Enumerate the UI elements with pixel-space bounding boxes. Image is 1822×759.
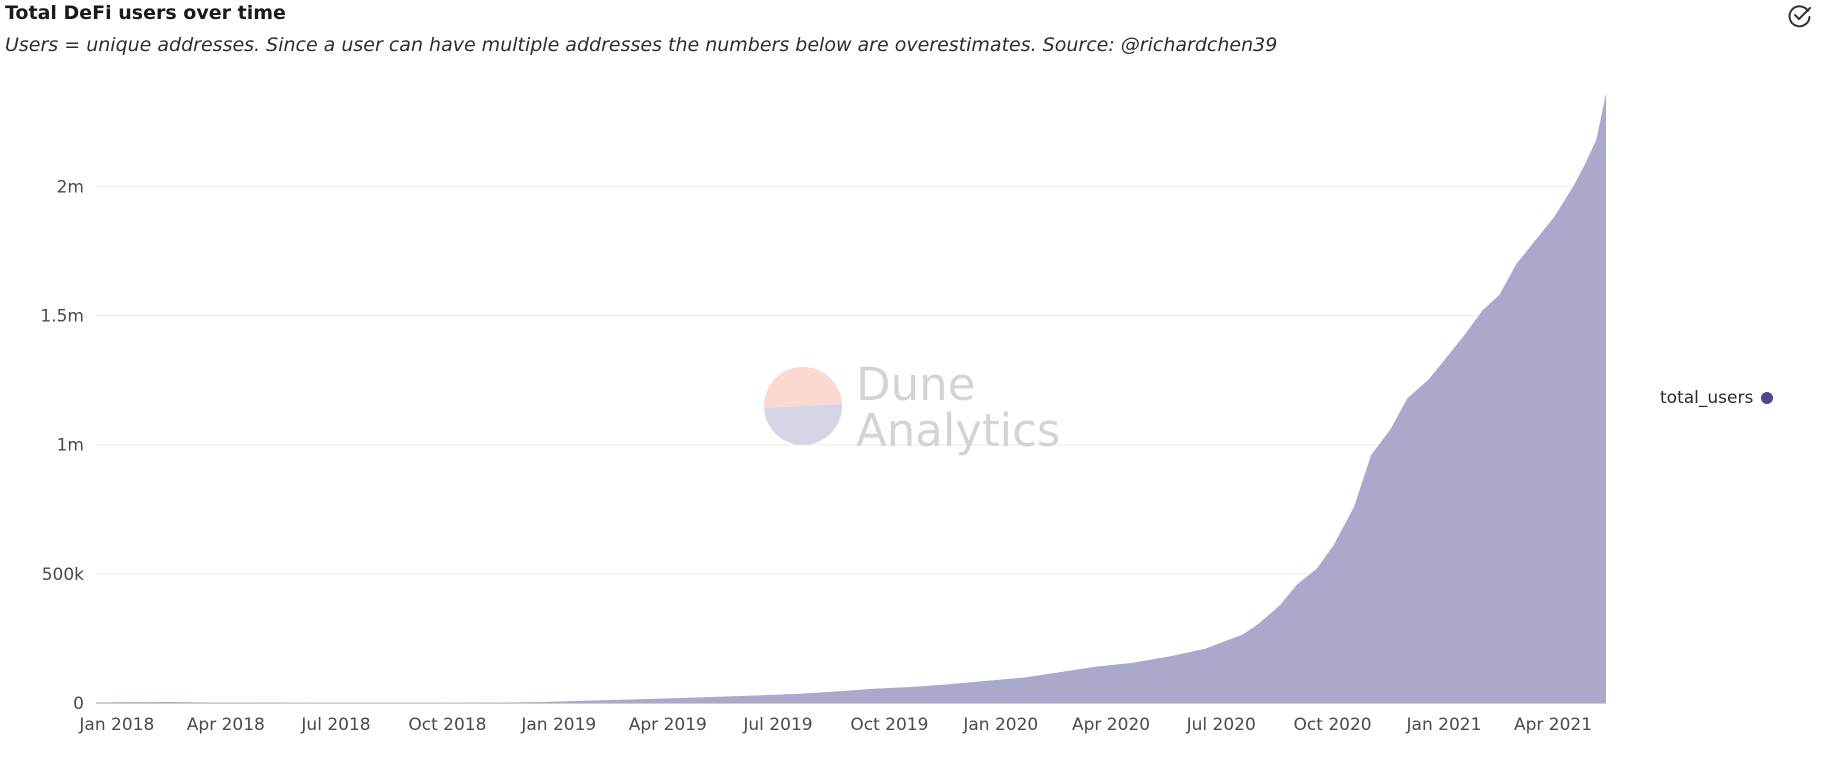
chart-title: Total DeFi users over time: [5, 2, 286, 24]
chart-subtitle: Users = unique addresses. Since a user c…: [5, 34, 1278, 56]
x-tick-label: Apr 2019: [629, 715, 707, 735]
x-tick-label: Oct 2020: [1294, 715, 1372, 735]
x-tick-label: Oct 2019: [850, 715, 928, 735]
y-axis: 0 500k 1m 1.5m 2m: [40, 177, 84, 714]
x-tick-label: Jan 2019: [520, 715, 596, 735]
x-tick-label: Apr 2021: [1514, 715, 1592, 735]
legend-dot-icon: [1761, 392, 1774, 404]
x-axis: Jan 2018 Apr 2018 Jul 2018 Oct 2018 Jan 2019…: [78, 703, 1606, 735]
y-tick-label: 0: [73, 694, 84, 714]
x-tick-label: Apr 2020: [1072, 715, 1150, 735]
x-tick-label: Jul 2020: [1186, 715, 1256, 735]
x-tick-label: Jul 2019: [742, 715, 812, 735]
y-tick-label: 1m: [57, 436, 84, 456]
x-tick-label: Jan 2021: [1406, 715, 1482, 735]
series-layer: [96, 93, 1606, 703]
y-tick-label: 500k: [42, 565, 84, 585]
x-tick-label: Jul 2018: [300, 715, 370, 735]
legend-item-total-users[interactable]: total_users: [1660, 388, 1774, 408]
series-area-total-users[interactable]: [96, 93, 1606, 703]
y-tick-label: 1.5m: [40, 307, 84, 327]
x-tick-label: Jan 2018: [78, 715, 154, 735]
x-tick-label: Apr 2018: [187, 715, 265, 735]
check-circle-icon[interactable]: [1786, 2, 1814, 30]
x-tick-label: Oct 2018: [408, 715, 486, 735]
legend-label: total_users: [1660, 388, 1754, 408]
x-tick-label: Jan 2020: [962, 715, 1038, 735]
y-tick-label: 2m: [57, 177, 84, 197]
